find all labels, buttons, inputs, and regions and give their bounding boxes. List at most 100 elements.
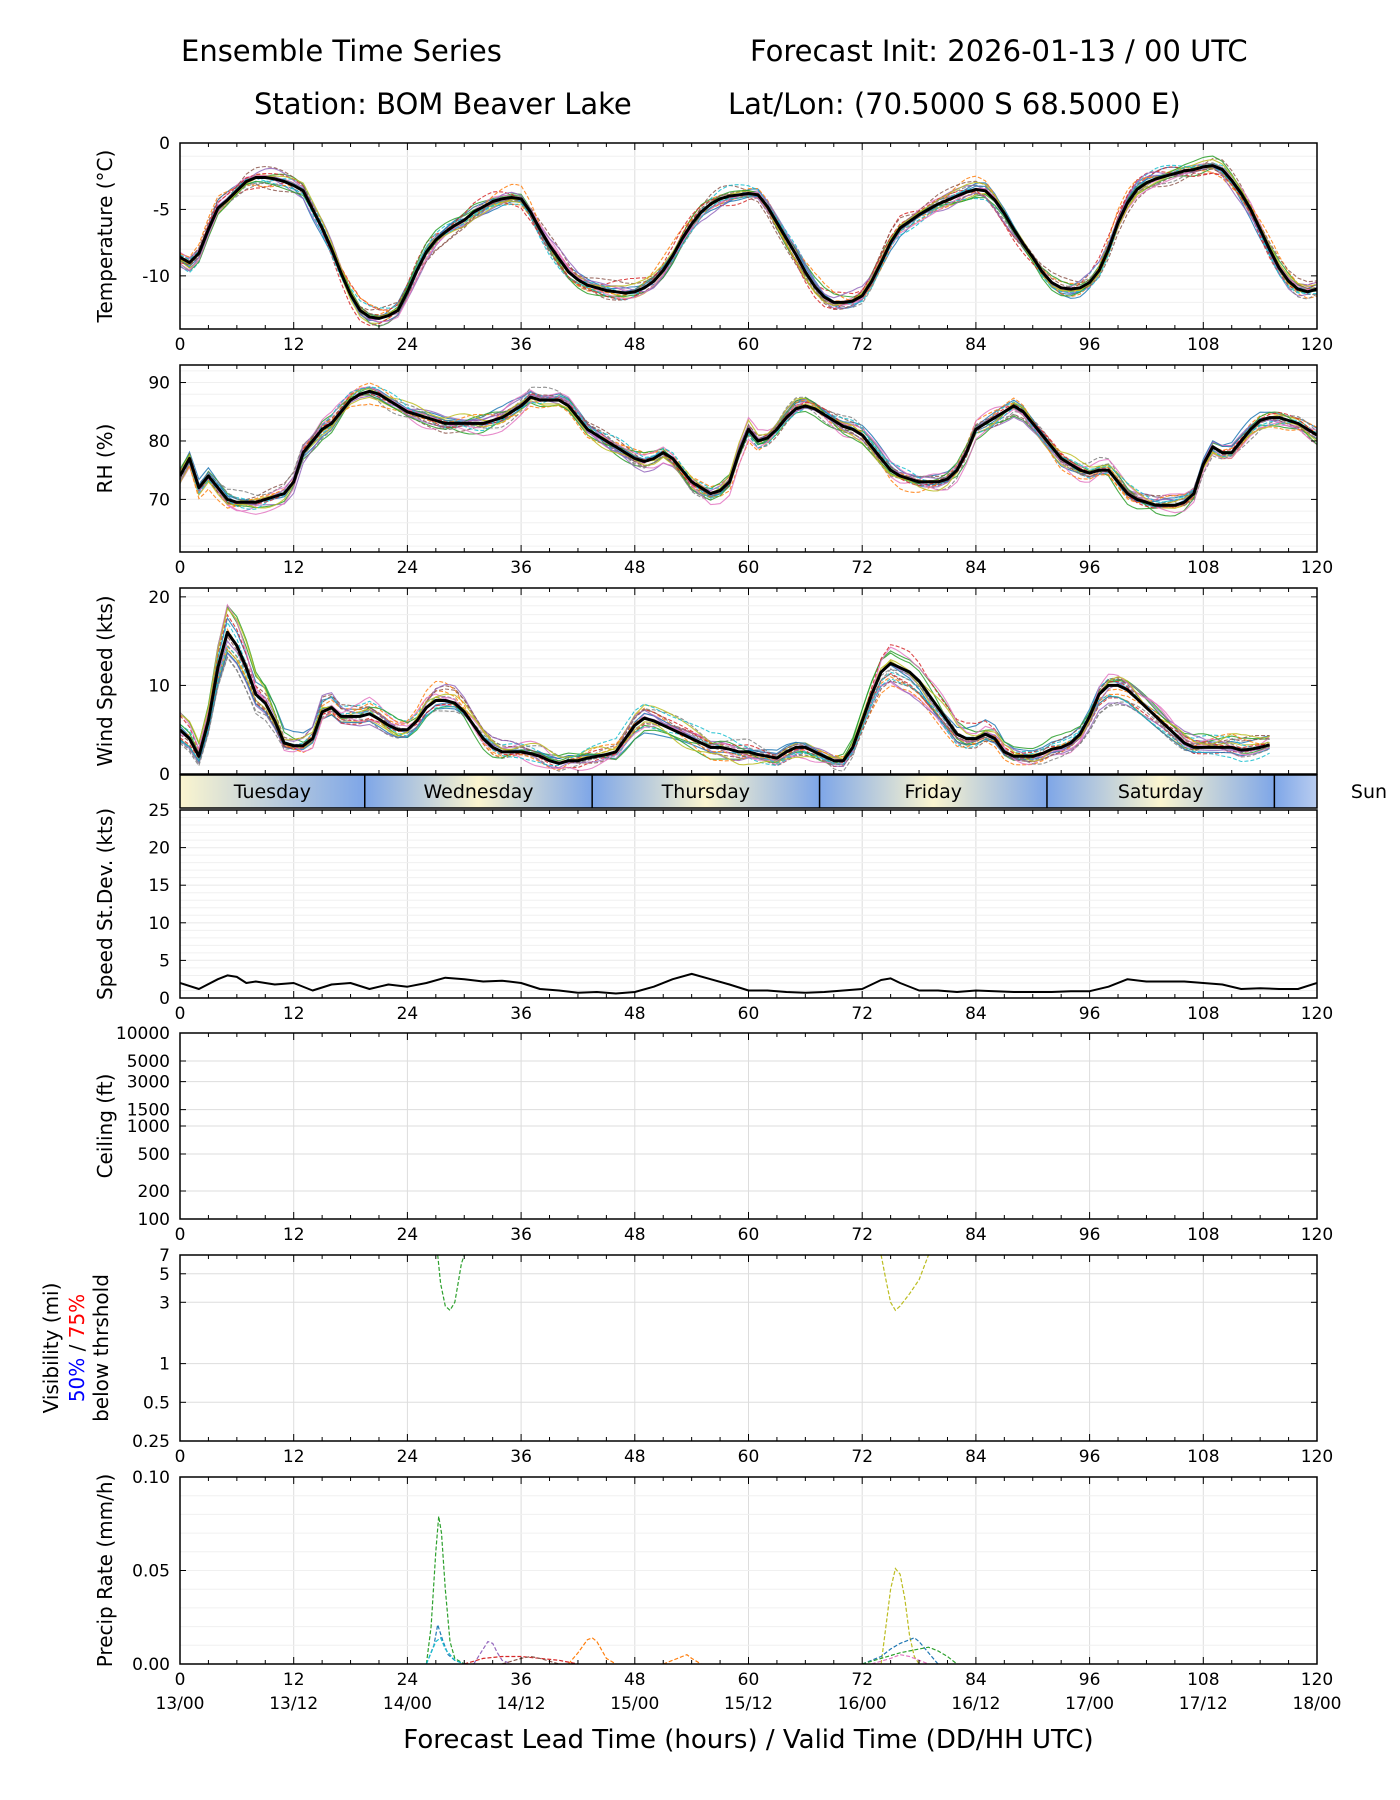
speed_stdev-ytick-label: 25: [148, 801, 170, 821]
precip-member-line: [662, 1654, 702, 1664]
visibility-xtick-label: 24: [397, 1447, 419, 1467]
precip-member-line: [871, 1654, 929, 1664]
ceiling-xtick-label: 120: [1301, 1225, 1333, 1245]
panel-precip: 0.10 0.05 0.000 12 24 36 48 60 72 84 96 108 120 13/00…: [93, 1468, 1342, 1714]
day-cell: [180, 775, 365, 808]
visibility-xtick-label: 60: [738, 1447, 760, 1467]
precip-xtick-label: 96: [1079, 1670, 1101, 1690]
day-cell: [819, 775, 1047, 808]
speed_stdev-ylabel: Speed St.Dev. (kts): [93, 808, 117, 1000]
day-cell: [592, 775, 820, 808]
wind-member-line: [180, 607, 1270, 766]
panel-wind: 20 10 0 Wind Speed (kts): [93, 587, 1318, 785]
station-label: Station: BOM Beaver Lake: [254, 87, 632, 121]
speed_stdev-xtick-label: 72: [851, 1004, 873, 1024]
speed_stdev-xtick-label: 0: [175, 1004, 186, 1024]
wind-grid: [179, 588, 1318, 775]
precip-plot: [425, 1516, 958, 1664]
rh-xtick-label: 48: [624, 558, 646, 578]
speed_stdev-xtick-label: 24: [397, 1004, 419, 1024]
visibility-xtick-label: 72: [851, 1447, 873, 1467]
day-label: Thursday: [661, 781, 750, 803]
ceiling-xtick-label: 24: [397, 1225, 419, 1245]
visibility-xtick-label: 108: [1187, 1447, 1219, 1467]
precip-member-line: [464, 1655, 579, 1664]
rh-plot: [180, 382, 1317, 517]
speed_stdev-xtick-label: 48: [624, 1004, 646, 1024]
visibility-50-label: 50%: [65, 1358, 89, 1402]
day-cell: [1274, 775, 1317, 808]
ceiling-xtick-label: 60: [738, 1225, 760, 1245]
wind-member-line: [180, 645, 1270, 767]
temperature-mean-line: [180, 164, 1317, 320]
wind-member-line: [180, 616, 1270, 765]
visibility-xtick-label: 120: [1301, 1447, 1333, 1467]
figure-title: Ensemble Time Series: [181, 34, 502, 68]
ceiling-xtick-label: 108: [1187, 1225, 1219, 1245]
temperature-member-line: [180, 169, 1317, 314]
visibility-xtick-label: 84: [965, 1447, 987, 1467]
ceiling-xtick-label: 84: [965, 1225, 987, 1245]
visibility-ytick-label: 0.5: [143, 1393, 170, 1413]
speed_stdev-xtick-label: 36: [510, 1004, 532, 1024]
ceiling-ytick-label: 1500: [127, 1101, 170, 1121]
panel-speed_stdev: 25 20 15 10 5 00 12 24 36 48 60 72 84 96 108 120 Speed S…: [93, 801, 1333, 1024]
panel-rh: 90 80 70 0 12 24 36 48 60 72 84 96 108 120 RH (%): [93, 364, 1333, 578]
speed_stdev-ytick-label: 20: [148, 839, 170, 859]
precip-member-line: [425, 1636, 465, 1664]
precip-ytick-label: 0.05: [132, 1562, 170, 1582]
temperature-xtick-label: 12: [283, 335, 305, 355]
valid-time-label: 17/00: [1065, 1694, 1114, 1714]
day-label: Wednesday: [423, 781, 533, 803]
rh-xtick-label: 60: [738, 558, 760, 578]
wind-mean-line: [180, 630, 1270, 765]
ceiling-ytick-label: 200: [138, 1182, 170, 1202]
precip-member-line: [425, 1516, 465, 1664]
rh-xtick-label: 96: [1079, 558, 1101, 578]
ceiling-grid: [179, 1032, 1318, 1220]
wind-ylabel: Wind Speed (kts): [93, 595, 117, 766]
panel-visibility: 75 3 1 0.5 0.250 12 24 36 48 60 72 84 96 108 120 Visibi…: [39, 1246, 1333, 1467]
day-cell: [1046, 775, 1275, 808]
temperature-member-line: [180, 155, 1317, 317]
speed_stdev-ytick-label: 0: [159, 989, 170, 1009]
rh-xtick-label: 24: [397, 558, 419, 578]
visibility-ytick-label: 3: [159, 1293, 170, 1313]
precip-xtick-label: 48: [624, 1670, 646, 1690]
precip-xtick-label: 72: [851, 1670, 873, 1690]
precip-member-line: [501, 1655, 560, 1664]
rh-xtick-label: 84: [965, 558, 987, 578]
ceiling-ytick-label: 500: [138, 1145, 170, 1165]
speed_stdev-grid: [179, 809, 1318, 999]
precip-ytick-label: 0.10: [132, 1468, 170, 1488]
visibility-threshold-label: 50% / 75%: [65, 1294, 89, 1402]
precip-member-line: [568, 1637, 617, 1664]
temperature-xtick-label: 72: [851, 335, 873, 355]
visibility-ytick-label: 7: [159, 1246, 170, 1266]
rh-xtick-label: 108: [1187, 558, 1219, 578]
day-strip-frame: [179, 774, 1318, 809]
x-axis-title: Forecast Lead Time (hours) / Valid Time …: [403, 1725, 1093, 1755]
visibility-xtick-label: 48: [624, 1447, 646, 1467]
visibility-sep-label: /: [65, 1338, 89, 1357]
temperature-plot: [180, 155, 1317, 327]
day-label: Saturday: [1118, 781, 1204, 803]
visibility-xtick-label: 12: [283, 1447, 305, 1467]
speed_stdev-xtick-label: 12: [283, 1004, 305, 1024]
wind-ytick-label: 10: [148, 676, 170, 696]
rh-xtick-label: 72: [851, 558, 873, 578]
wind-member-line: [180, 656, 1270, 772]
speed_stdev-ytick-label: 15: [148, 876, 170, 896]
precip-xtick-label: 12: [283, 1670, 305, 1690]
precip-member-line: [425, 1624, 465, 1664]
temperature-xtick-label: 24: [397, 335, 419, 355]
ceiling-ytick-label: 100: [138, 1210, 170, 1230]
valid-time-label: 15/12: [724, 1694, 773, 1714]
visibility-ytick-label: 1: [159, 1355, 170, 1375]
temperature-xtick-label: 36: [510, 335, 532, 355]
temperature-xtick-label: 120: [1301, 335, 1333, 355]
wind-ytick-label: 20: [148, 588, 170, 608]
